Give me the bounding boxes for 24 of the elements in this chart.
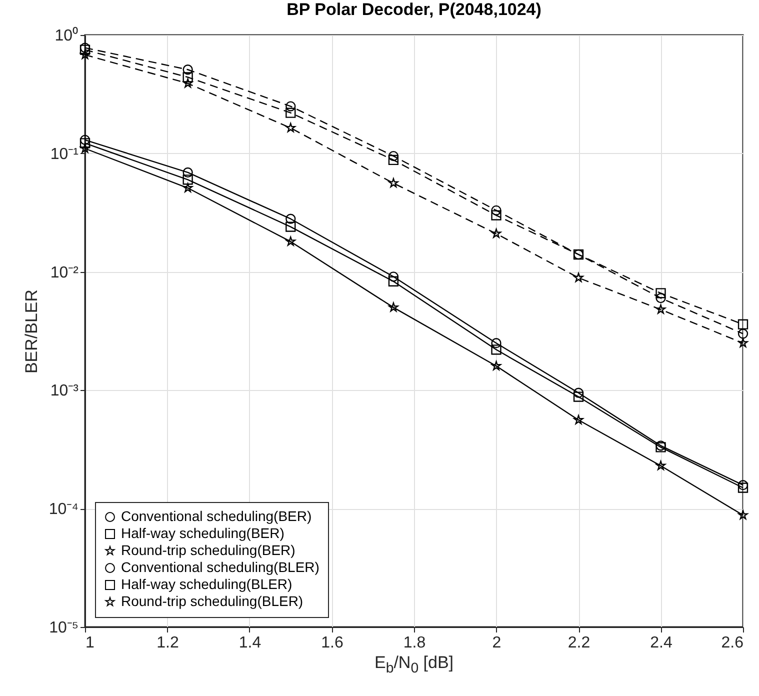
x-tick-label: 1.4 <box>238 634 262 652</box>
x-tick-label: 1.8 <box>403 634 426 652</box>
y-tick-label: 10⁻⁵ <box>49 620 78 636</box>
y-tick-label: 10⁻¹ <box>50 146 78 163</box>
x-tick-label: 2 <box>492 634 502 652</box>
x-tick-label: 1.6 <box>321 634 344 652</box>
x-tick-label: 2.4 <box>650 634 672 652</box>
x-axis-title: E$_{b}$/N$_{0}$ [dB] <box>373 653 455 676</box>
y-tick-label: 10⁻⁴ <box>48 501 79 518</box>
y-tick-label: 10⁻³ <box>50 382 80 400</box>
legend-label: Half-way scheduling(BER) <box>121 525 284 541</box>
y-tick-label: 10⁰ <box>54 26 78 44</box>
legend-label: Conventional scheduling(BLER) <box>121 559 320 575</box>
legend-label: Round-trip scheduling(BLER) <box>121 593 304 609</box>
y-tick-label: 10⁻² <box>50 264 80 282</box>
legend-label: Conventional scheduling(BER) <box>121 508 312 524</box>
x-tick-label: 2.2 <box>568 634 590 652</box>
legend-label: Round-trip scheduling(BER) <box>121 542 296 558</box>
legend-label: Half-way scheduling(BLER) <box>121 576 292 592</box>
y-axis-title: BER/BLER <box>22 289 41 374</box>
chart-title: BP Polar Decoder, P(2048,1024) <box>286 0 542 19</box>
x-tick-label: 2.6 <box>721 634 744 652</box>
x-tick-label: 1 <box>86 634 94 652</box>
x-tick-label: 1.2 <box>156 634 179 652</box>
